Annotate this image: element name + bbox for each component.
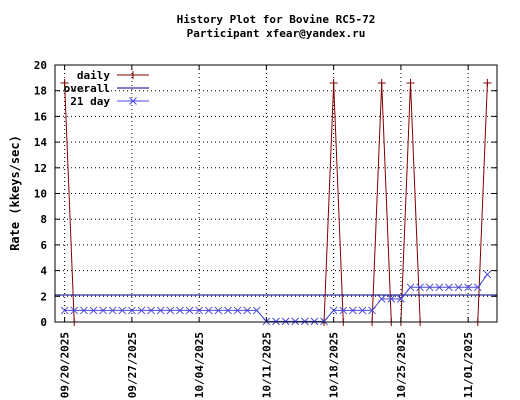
x-marker [425, 283, 434, 292]
y-axis-label: Rate (kkeys/sec) [8, 135, 22, 251]
x-marker [108, 306, 117, 315]
plot-frame [54, 64, 498, 323]
x-marker [176, 306, 184, 315]
y-tick-label: 10 [34, 188, 47, 201]
x-marker [416, 283, 424, 292]
x-marker [147, 306, 155, 315]
x-marker [79, 306, 88, 315]
plus-marker [406, 78, 415, 87]
y-tick-label: 20 [34, 59, 47, 72]
x-marker [329, 306, 338, 315]
series-daily-line [64, 82, 488, 323]
legend-label-overall: overall [64, 82, 110, 95]
x-marker [397, 295, 405, 303]
x-marker [214, 306, 223, 315]
chart-title: History Plot for Bovine RC5-72 [177, 13, 376, 26]
x-marker [300, 317, 309, 326]
x-marker [454, 283, 463, 292]
x-tick-label: 09/27/2025 [126, 332, 139, 398]
x-tick-label: 10/25/2025 [395, 332, 408, 398]
x-marker [128, 306, 136, 315]
legend-label-daily: daily [77, 69, 110, 82]
x-marker [473, 283, 482, 292]
x-marker [224, 306, 232, 315]
x-marker [272, 317, 280, 326]
x-marker [99, 306, 107, 315]
x-tick-label: 09/20/2025 [59, 332, 72, 398]
x-marker [129, 97, 137, 105]
x-marker [185, 306, 194, 315]
series-21-day-line [64, 274, 488, 322]
x-tick-label: 11/01/2025 [462, 332, 475, 398]
x-marker [377, 295, 386, 303]
x-marker [243, 306, 252, 315]
y-tick-label: 2 [40, 290, 47, 303]
x-marker [204, 306, 213, 315]
y-tick-label: 0 [40, 316, 47, 329]
x-marker [406, 283, 415, 292]
x-marker [339, 306, 348, 315]
x-marker [291, 317, 300, 326]
x-tick-label: 10/11/2025 [260, 332, 273, 398]
y-tick-label: 14 [34, 136, 48, 149]
x-marker [70, 306, 79, 315]
y-tick-label: 12 [34, 162, 47, 175]
plus-marker [377, 78, 386, 87]
x-marker [60, 306, 69, 315]
x-marker [445, 283, 453, 292]
plus-marker [60, 78, 69, 87]
x-marker [137, 306, 146, 315]
chart-subtitle: Participant xfear@yandex.ru [187, 27, 366, 40]
grid-layer [55, 65, 497, 322]
x-marker [281, 317, 290, 326]
plus-marker [483, 78, 492, 87]
plus-marker [129, 71, 137, 79]
x-marker [310, 317, 319, 326]
x-marker [387, 295, 396, 303]
x-marker [435, 283, 444, 292]
x-marker [358, 306, 367, 315]
y-tick-label: 4 [40, 265, 47, 278]
x-marker [166, 306, 175, 315]
x-marker [320, 317, 328, 326]
y-tick-label: 18 [34, 85, 47, 98]
x-marker [368, 306, 376, 315]
x-tick-label: 10/04/2025 [193, 332, 206, 398]
y-tick-label: 6 [40, 239, 47, 252]
x-marker [349, 306, 357, 315]
axis-layer: 0 2 4 6 8 10 12 14 16 18 20 09/20/2025 09/27/2025 10/… [34, 59, 498, 398]
x-marker [89, 306, 98, 315]
y-tick-label: 8 [40, 213, 47, 226]
y-tick-label: 16 [34, 110, 48, 123]
x-tick-label: 10/18/2025 [328, 332, 341, 398]
legend-label-21-day: 21 day [70, 95, 110, 108]
x-marker [483, 270, 492, 279]
x-marker [195, 306, 203, 315]
x-marker [233, 306, 242, 315]
x-marker [464, 283, 473, 292]
plus-marker [329, 78, 338, 87]
x-marker [252, 306, 261, 315]
x-marker [156, 306, 165, 315]
x-marker [118, 306, 127, 315]
